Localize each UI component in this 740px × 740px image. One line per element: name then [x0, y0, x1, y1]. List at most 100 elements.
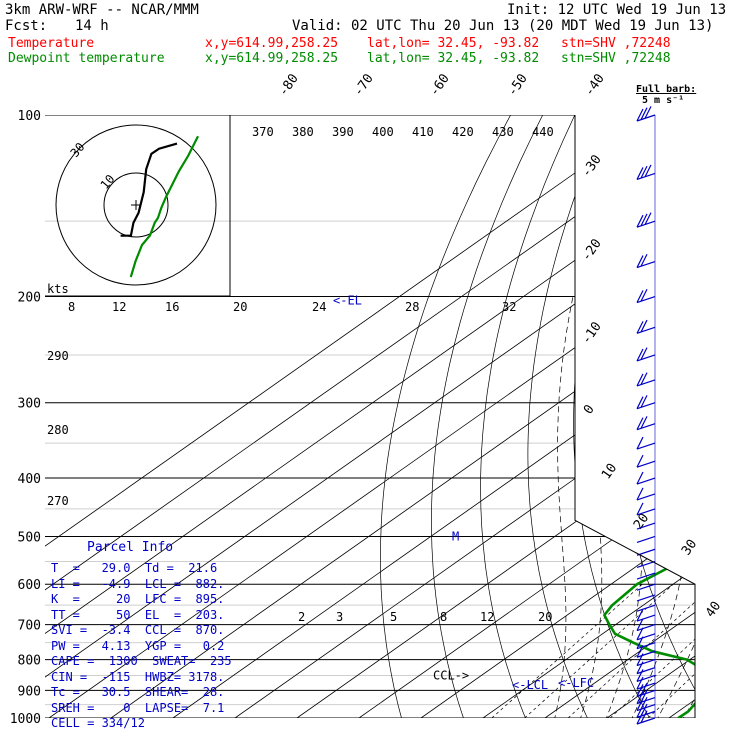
isotherm-line: [482, 115, 695, 718]
dewpoint-profile: [603, 115, 695, 718]
forecast-label: Fcst:: [5, 18, 48, 34]
mixing-ratio-line: [609, 583, 695, 718]
parcel-info-row: K = 20 LFC = 895.: [51, 592, 225, 606]
theta-label: 290: [47, 349, 69, 363]
mixing-ratio-label: 20: [538, 610, 552, 624]
theta-label: 280: [47, 423, 69, 437]
moist-adiabat-line: [551, 296, 574, 718]
dry-adiabat-line: [431, 115, 544, 718]
pressure-tick-label: 600: [18, 578, 41, 593]
moist-adiabat-line: [701, 297, 740, 731]
wind-barb: [636, 502, 656, 516]
wind-barb: [636, 522, 656, 530]
model-title: 3km ARW-WRF -- NCAR/MMM: [5, 2, 199, 18]
dry-adiabat-line: [617, 115, 695, 718]
wind-barb: [636, 106, 656, 122]
parcel-info-row: SREH = 0 LAPSE= 7.1: [51, 700, 225, 715]
mixing-ratio-line: [567, 583, 695, 718]
pressure-tick-label: 500: [18, 530, 41, 545]
moist-adiabat-line: [600, 296, 644, 718]
moist-adiabat-line: [725, 297, 740, 731]
theta-label: 430: [492, 125, 514, 139]
dewpoint-legend-station: stn=SHV ,72248: [561, 51, 671, 66]
isotherm-label: 20: [631, 511, 652, 532]
dry-adiabat-line: [660, 115, 695, 718]
wind-barb: [636, 416, 656, 431]
isotherm-label: -10: [579, 319, 605, 347]
wind-barb: [636, 212, 656, 228]
wind-barb: [636, 604, 656, 612]
temperature-profile: [710, 115, 740, 718]
dewpoint-legend-xy: x,y=614.99,258.25: [205, 51, 339, 66]
isotherm-label: -50: [505, 71, 531, 99]
pressure-tick-label: 400: [18, 472, 41, 487]
dry-adiabat-line: [527, 115, 608, 718]
pressure-tick-label: 100: [18, 109, 41, 124]
isotherm-label: -70: [351, 71, 377, 99]
diagram-frame: [574, 115, 696, 718]
wind-barb: [636, 627, 656, 641]
mixing-ratio-line: [491, 583, 643, 718]
isotherm-label: -80: [276, 71, 302, 99]
theta-label: 390: [332, 125, 354, 139]
hodograph-ring-label: 10: [98, 172, 118, 192]
parcel-info-row: SVI = -3.4 CCL = 870.: [51, 623, 225, 637]
theta-label: 410: [412, 125, 434, 139]
theta-label: 440: [532, 125, 554, 139]
mixing-ratio-label: 28: [405, 300, 419, 314]
wind-barb: [636, 436, 656, 450]
dewpoint-legend-latlon: lat,lon= 32.45, -93.82: [367, 51, 540, 66]
moist-adiabat-line: [675, 296, 695, 718]
wind-barb: [636, 583, 656, 591]
isotherm-label: 40: [703, 599, 724, 620]
parcel-info-row: PW = 4.13 YGP = 0.2: [51, 638, 225, 653]
isotherm-line: [420, 115, 695, 718]
parcel-info-row: LI = -4.9 LCL = 882.: [51, 576, 225, 591]
dry-adiabat-line: [702, 115, 740, 731]
valid-time: Valid: 02 UTC Thu 20 Jun 13 (20 MDT Wed …: [292, 18, 714, 34]
moist-adiabat-line: [625, 296, 690, 718]
mixing-ratio-label: 5: [390, 610, 397, 624]
wind-barb: [636, 395, 656, 410]
mixing-ratio-label: 8: [440, 610, 447, 624]
sounding-annotation: <-LCL: [512, 678, 548, 692]
temperature-legend-latlon: lat,lon= 32.45, -93.82: [367, 36, 540, 51]
mixing-ratio-label: 20: [233, 300, 247, 314]
isotherm-line: [296, 115, 695, 718]
hodograph-trace: [120, 142, 178, 237]
wind-barb: [636, 560, 656, 569]
pressure-tick-label: 300: [18, 397, 41, 412]
theta-label: 400: [372, 125, 394, 139]
mixing-ratio-line: [647, 583, 695, 718]
wind-barb: [636, 594, 656, 602]
parcel-info-title: Parcel Info: [87, 540, 174, 555]
sounding-annotation: <-EL: [333, 293, 362, 307]
moist-adiabat-line: [576, 296, 606, 718]
wind-barb: [636, 618, 656, 632]
wind-barb: [636, 535, 656, 544]
isotherm-label: -60: [427, 71, 453, 99]
isotherm-line: [668, 115, 695, 718]
hodograph-ring: [103, 172, 169, 238]
sounding-annotation: M: [452, 529, 459, 543]
wind-barb: [636, 347, 656, 362]
temperature-legend-station: stn=SHV ,72248: [561, 36, 671, 51]
pressure-tick-label: 900: [18, 684, 41, 699]
isotherm-label: -40: [582, 71, 608, 99]
isotherm-label: 30: [679, 537, 700, 558]
mixing-ratio-label: 12: [480, 610, 494, 624]
mixing-ratio-label: 24: [312, 300, 326, 314]
mixing-ratio-label: 2: [298, 610, 305, 624]
parcel-info-row: CELL = 334/12: [51, 716, 145, 730]
wind-barb: [636, 676, 656, 690]
wind-barb: [636, 164, 656, 181]
theta-label: 420: [452, 125, 474, 139]
hodograph-frame: [45, 115, 231, 297]
wind-barb: [636, 253, 656, 269]
isotherm-line: [731, 115, 740, 718]
parcel-info-row: Tc = 30.5 SHEAR= 28.: [51, 685, 225, 699]
mixing-ratio-label: 16: [165, 300, 179, 314]
wind-barb: [636, 319, 656, 334]
isotherm-line: [45, 115, 658, 718]
